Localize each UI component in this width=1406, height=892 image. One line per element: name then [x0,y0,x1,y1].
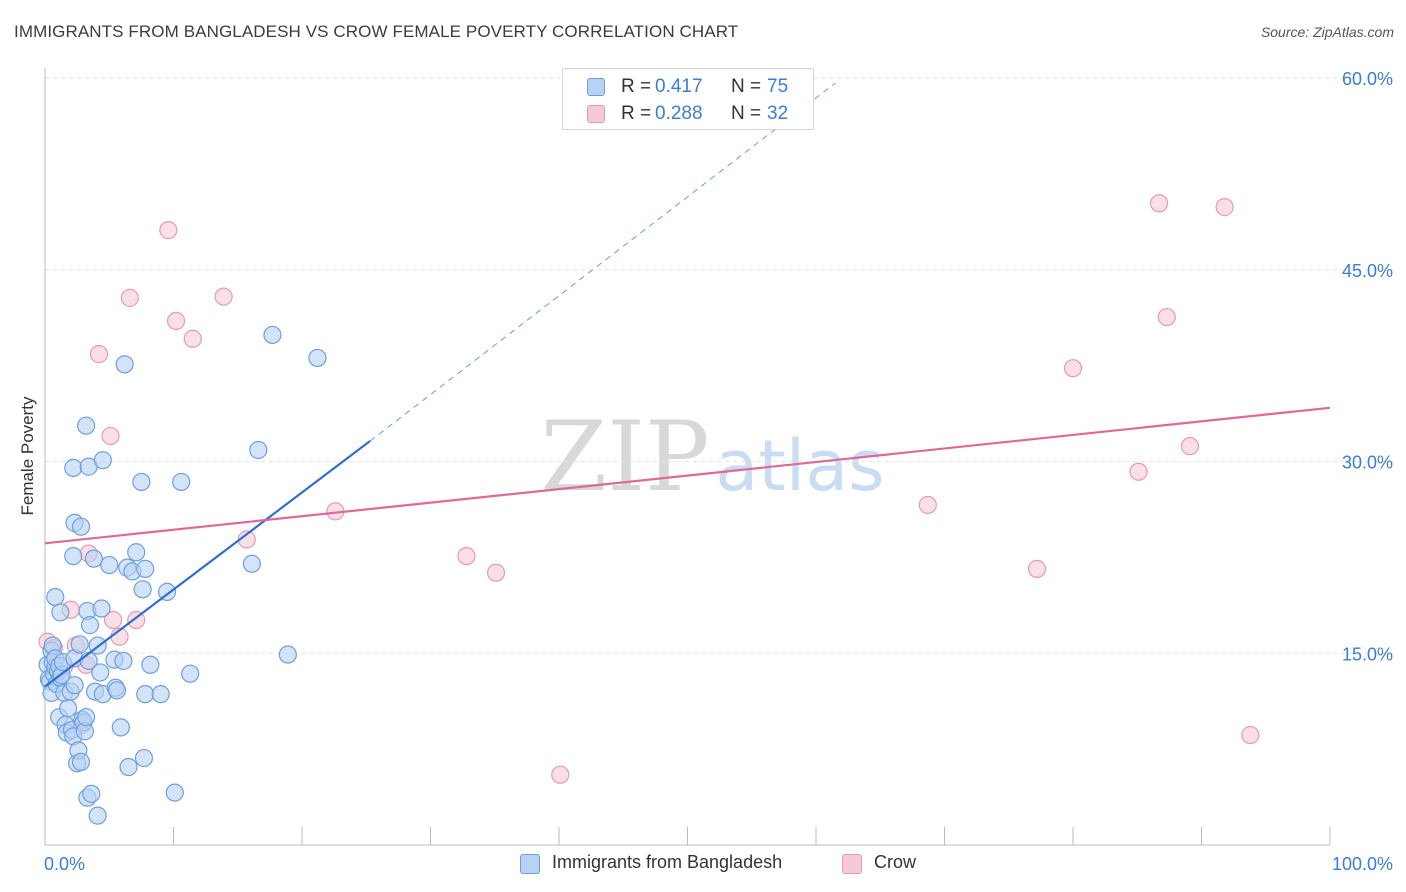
crow-point [1157,307,1176,327]
crow-point [159,221,178,240]
bangladesh-point [308,348,327,368]
bangladesh-point [249,440,268,460]
bangladesh-point [93,451,112,470]
crow-point [1063,359,1083,378]
y-tick-label: 60.0% [1342,69,1393,89]
bangladesh-trend-line [44,440,371,688]
bangladesh-point [136,685,155,704]
bangladesh-point [132,472,151,492]
bangladesh-point [172,472,191,492]
crow-point [486,563,506,582]
bangladesh-point [64,546,83,566]
y-tick-label: 15.0% [1342,644,1393,664]
bangladesh-point [71,517,91,536]
n-label: N = [731,103,762,124]
r-value: 0.288 [655,103,703,124]
legend-label: Crow [874,852,917,872]
crow-point [166,311,186,330]
watermark-zip: ZIP [540,401,709,513]
bangladesh-point [165,783,184,802]
crow-point [214,287,233,306]
bangladesh-point [263,325,282,345]
bangladesh-point [77,416,96,435]
crow-point [104,610,123,630]
bangladesh-point [82,784,101,803]
chart-title: IMMIGRANTS FROM BANGLADESH VS CROW FEMAL… [14,22,739,41]
crow-trend-line [44,406,1331,545]
x-tick-label: 100.0% [1332,854,1393,874]
crow-point [183,329,202,348]
bangladesh-point [84,549,103,568]
watermark-atlas: atlas [715,425,884,507]
bangladesh-point [70,635,89,654]
bangladesh-point [91,663,110,682]
n-value: 32 [767,103,789,124]
bangladesh-point [111,718,130,737]
bangladesh-point [115,355,134,374]
r-label: R = [621,103,652,124]
bangladesh-point [127,543,146,562]
n-label: N = [731,76,762,97]
bangladesh-point [151,685,170,704]
bangladesh-trend-extension [369,82,836,442]
crow-point [89,345,109,364]
crow-point [1129,462,1148,481]
bangladesh-point [59,699,78,718]
bangladesh-point [141,655,160,674]
bangladesh-point [77,708,96,727]
crow-point [1180,437,1200,456]
legend-label: Immigrants from Bangladesh [552,852,783,872]
crow-point [1027,559,1047,578]
crow-point [101,426,120,446]
bangladesh-point [114,651,133,671]
crow-point [120,288,139,307]
source-credit: Source: ZipAtlas.com [1260,24,1394,40]
bangladesh-point [242,554,261,573]
bangladesh-point [136,559,155,578]
blue-swatch [587,78,605,96]
stats-legend: R = 0.417 N = 75 R = 0.288 N = 32 [562,68,814,130]
bangladesh-point [119,757,138,777]
x-tick-label: 0.0% [44,854,85,874]
bangladesh-point [65,676,84,695]
crow-point [1215,198,1234,217]
crow-point [1149,194,1169,213]
bangladesh-point [51,603,70,622]
blue-swatch [520,854,540,874]
bangladesh-point [46,587,65,607]
bangladesh-point [133,580,152,599]
y-tick-label: 30.0% [1342,453,1393,473]
bangladesh-point [157,582,177,601]
crow-point [1241,725,1260,745]
bangladesh-point [134,748,154,768]
bangladesh-point [278,645,297,664]
n-value: 75 [767,76,789,97]
bangladesh-point [107,681,127,700]
bangladesh-point [92,599,111,618]
y-axis-label: Female Poverty [18,396,37,516]
crow-point [918,495,937,515]
bangladesh-point [64,458,83,477]
crow-point [551,765,570,784]
crow-point [457,546,476,566]
bangladesh-point [181,664,200,683]
pink-swatch [587,105,605,123]
pink-swatch [842,854,862,874]
r-value: 0.417 [655,76,703,97]
bangladesh-point [88,806,107,825]
bangladesh-point [71,752,91,772]
r-label: R = [621,76,652,97]
bangladesh-point [100,555,119,575]
bangladesh-point [80,616,100,635]
y-tick-label: 45.0% [1342,261,1393,281]
